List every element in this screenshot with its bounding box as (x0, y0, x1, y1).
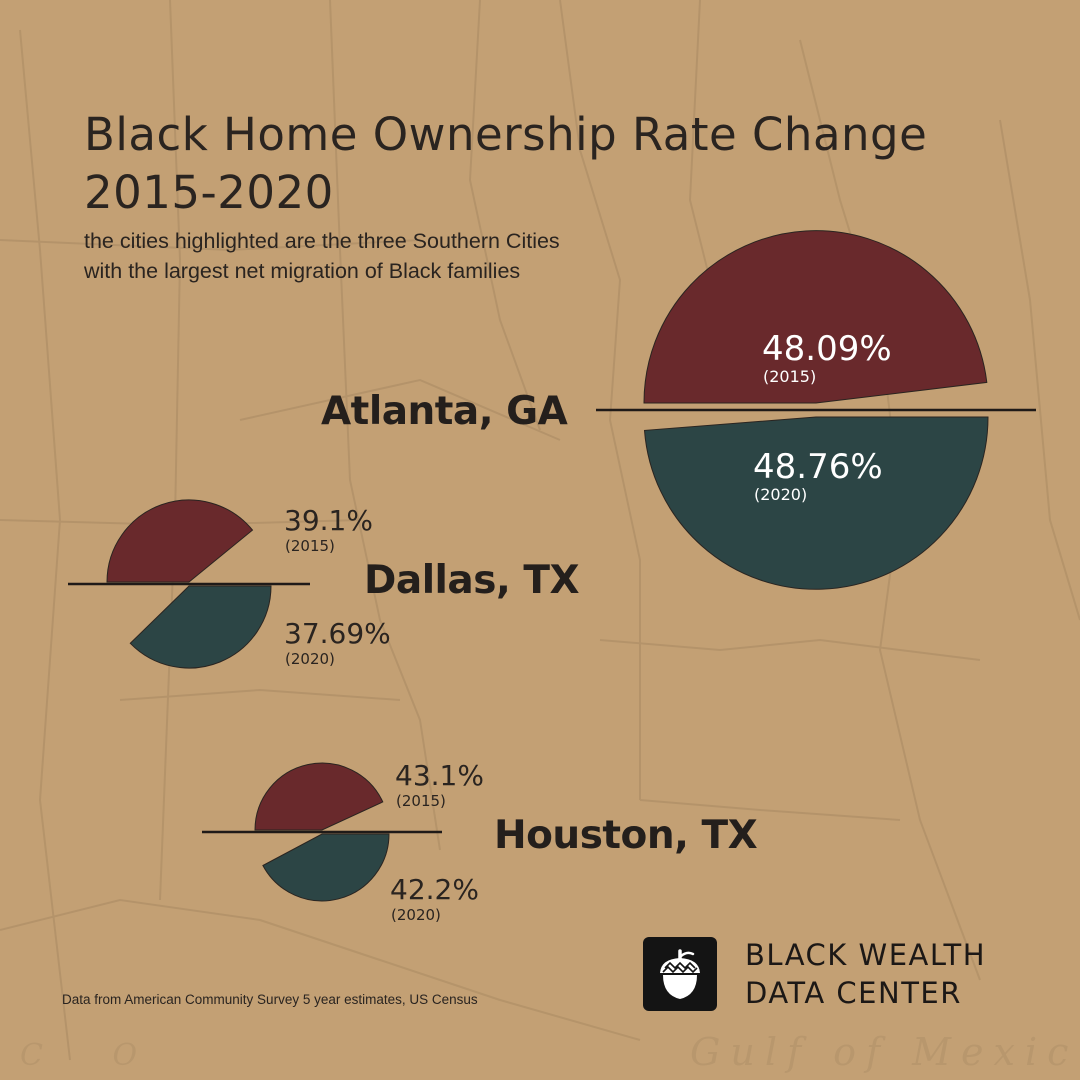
atlanta-2020-label: 48.76% (2020) (753, 448, 883, 504)
city-label-atlanta: Atlanta, GA (321, 389, 568, 434)
svg-text:C O: C O (20, 1038, 167, 1073)
dallas-2015-label: 39.1% (2015) (284, 504, 373, 556)
houston-2020-value: 42.2% (390, 873, 479, 906)
atlanta-2015-label: 48.09% (2015) (762, 330, 892, 386)
atlanta-2015-year: (2015) (763, 367, 817, 386)
atlanta-2020-year: (2020) (754, 485, 808, 504)
brand-name-line-1: BLACK WEALTH (745, 938, 987, 972)
svg-text:Gulf of Mexico: Gulf of Mexico (690, 1030, 1080, 1074)
dallas-2015-segment (106, 499, 254, 583)
city-label-dallas: Dallas, TX (364, 558, 580, 603)
acorn-logo (643, 937, 717, 1011)
atlanta-2015-value: 48.09% (762, 329, 892, 369)
houston-2020-segment (262, 833, 390, 902)
atlanta-2015-segment (643, 230, 988, 404)
dallas-2020-year: (2020) (285, 650, 335, 668)
houston-2015-label: 43.1% (2015) (395, 759, 484, 811)
atlanta-2020-segment (643, 416, 989, 590)
dallas-2020-label: 37.69% (2020) (284, 617, 391, 669)
houston-2015-year: (2015) (396, 792, 446, 810)
dallas-2020-segment (129, 585, 272, 669)
dallas-2015-value: 39.1% (284, 504, 373, 537)
chart-subtitle-line-1: the cities highlighted are the three Sou… (84, 229, 560, 253)
brand-name-line-2: DATA CENTER (745, 976, 962, 1010)
city-label-houston: Houston, TX (494, 813, 758, 858)
dallas-2020-value: 37.69% (284, 617, 391, 650)
houston-2015-value: 43.1% (395, 759, 484, 792)
atlanta-2020-value: 48.76% (753, 447, 883, 487)
brand-name: BLACK WEALTH DATA CENTER (745, 936, 986, 1012)
acorn-icon (660, 949, 700, 999)
houston-2015-segment (254, 762, 384, 831)
chart-title-line-1: Black Home Ownership Rate Change (84, 108, 928, 161)
houston-2020-year: (2020) (391, 906, 441, 924)
chart-subtitle-line-2: with the largest net migration of Black … (84, 259, 521, 283)
chart-subtitle: the cities highlighted are the three Sou… (84, 226, 560, 286)
houston-2020-label: 42.2% (2020) (390, 873, 479, 925)
chart-title-line-2: 2015-2020 (84, 166, 334, 219)
data-source-note: Data from American Community Survey 5 ye… (62, 992, 478, 1007)
dallas-2015-year: (2015) (285, 537, 335, 555)
chart-title: Black Home Ownership Rate Change 2015-20… (84, 106, 927, 222)
